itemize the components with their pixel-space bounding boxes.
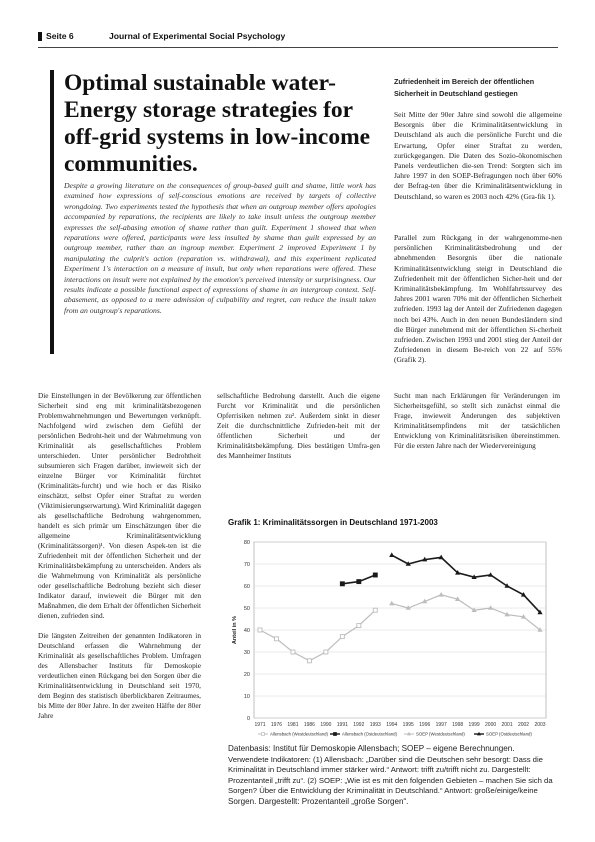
data-point	[306, 658, 312, 664]
data-point	[455, 570, 461, 575]
data-point	[422, 598, 428, 604]
x-tick-label: 1993	[370, 722, 381, 728]
chart-title: Grafik 1: Kriminalitätssorgen in Deutsch…	[228, 518, 438, 527]
line-chart: 0 10 20 30 40 50 60 70 80 Anteil in % 1971 1976 1981…	[232, 540, 547, 737]
data-point	[471, 607, 477, 612]
x-tick-label: 1994	[386, 722, 397, 728]
y-tick-label: 50	[244, 606, 250, 612]
legend-swatch-marker	[333, 732, 337, 736]
data-point	[323, 649, 329, 655]
data-point	[405, 605, 411, 610]
x-tick-label: 1981	[287, 722, 298, 728]
x-tick-label: 1997	[436, 722, 447, 728]
data-point	[520, 592, 527, 597]
x-tick-label: 1986	[304, 722, 315, 728]
y-tick-label: 20	[244, 672, 250, 678]
body-paragraph: Die längsten Zeitreihen der genannten In…	[38, 631, 201, 720]
caption-source: Datenbasis: Institut für Demoskopie Alle…	[228, 744, 515, 753]
data-point	[339, 634, 345, 640]
page-number: Seite 6	[46, 31, 74, 41]
data-point	[487, 572, 494, 577]
data-point	[389, 600, 395, 606]
header-rule	[38, 47, 558, 48]
x-tick-label: 1991	[337, 722, 348, 728]
data-point	[537, 609, 543, 615]
y-tick-label: 0	[247, 716, 250, 722]
title-accent-bar	[50, 70, 54, 354]
x-tick-label: 2001	[501, 722, 512, 728]
x-tick-label: 1996	[419, 722, 430, 728]
x-tick-label: 1998	[452, 722, 463, 728]
legend-label: Allensbach (Westdeutschland)	[270, 732, 329, 737]
data-point	[487, 605, 494, 610]
data-point	[471, 574, 477, 579]
data-point	[356, 623, 362, 629]
running-header: Seite 6 Journal of Experimental Social P…	[38, 30, 558, 46]
body-paragraph: Die Einstellungen in der Bevölkerung zur…	[38, 391, 201, 620]
legend-label: SOEP (Ostdeutschland)	[486, 732, 532, 737]
x-tick-label: 2002	[518, 722, 529, 728]
x-tick-label: 2000	[485, 722, 496, 728]
y-tick-label: 60	[244, 584, 250, 590]
legend-swatch-marker	[477, 731, 481, 736]
data-point	[339, 581, 345, 587]
figure-caption: Datenbasis: Institut für Demoskopie Alle…	[228, 744, 558, 807]
y-tick-label: 70	[244, 562, 250, 568]
data-point	[438, 592, 444, 597]
data-point	[372, 572, 378, 578]
series-line	[391, 554, 541, 613]
x-tick-label: 1976	[271, 722, 282, 728]
section-paragraph-1: Seit Mitte der 90er Jahre sind sowohl di…	[394, 110, 562, 201]
x-tick-label: 1992	[353, 722, 364, 728]
article-title: Optimal sustainable water-Energy storage…	[64, 70, 371, 177]
body-paragraph: Sucht man nach Erklärungen für Veränderu…	[394, 391, 560, 450]
data-point	[455, 596, 461, 601]
data-point	[389, 552, 395, 557]
y-axis-label: Anteil in %	[232, 616, 238, 644]
x-tick-label: 1990	[320, 722, 331, 728]
figure-1: Grafik 1: Kriminalitätssorgen in Deutsch…	[228, 516, 558, 742]
body-column-1: Die Einstellungen in der Bevölkerung zur…	[38, 391, 201, 731]
body-column-3: Sucht man nach Erklärungen für Veränderu…	[394, 391, 560, 461]
data-point	[422, 556, 428, 562]
body-column-2: sellschaftliche Bedrohung darstellt. Auc…	[217, 391, 380, 471]
x-tick-label: 2003	[534, 722, 545, 728]
journal-name: Journal of Experimental Social Psycholog…	[109, 31, 286, 41]
legend-swatch-marker	[407, 731, 411, 736]
caption-indicators: Verwendete Indikatoren: (1) Allensbach: …	[228, 754, 553, 796]
data-point	[520, 614, 527, 619]
body-paragraph: sellschaftliche Bedrohung darstellt. Auc…	[217, 391, 380, 460]
data-point	[372, 607, 378, 613]
legend-label: SOEP (Westdeutschland)	[416, 732, 465, 737]
data-point	[438, 554, 444, 560]
x-tick-label: 1995	[403, 722, 414, 728]
y-tick-label: 80	[244, 540, 250, 546]
section-heading: Zufriedenheit im Bereich der öffentliche…	[394, 77, 535, 98]
y-tick-label: 10	[244, 694, 250, 700]
y-tick-label: 40	[244, 628, 250, 634]
data-point	[257, 627, 263, 633]
data-point	[504, 583, 510, 588]
data-point	[274, 636, 279, 642]
x-tick-label: 1999	[469, 722, 480, 728]
legend-swatch-marker	[261, 732, 265, 736]
data-point	[356, 579, 362, 585]
caption-tail: Sorgen. Dargestellt: Prozentanteil „groß…	[228, 796, 409, 806]
y-tick-label: 30	[244, 650, 250, 656]
series-line	[391, 594, 541, 631]
data-point	[290, 649, 296, 655]
data-point	[405, 561, 411, 566]
legend-label: Allensbach (Ostdeutschland)	[342, 732, 398, 737]
header-marker	[38, 32, 42, 41]
section-paragraph-2: Parallel zum Rückgang in der wahrgenomme…	[394, 233, 562, 365]
data-point	[537, 627, 543, 632]
x-tick-label: 1971	[254, 722, 265, 728]
series-line	[259, 609, 376, 662]
data-point	[504, 611, 510, 617]
abstract: Despite a growing literature on the cons…	[64, 181, 376, 315]
